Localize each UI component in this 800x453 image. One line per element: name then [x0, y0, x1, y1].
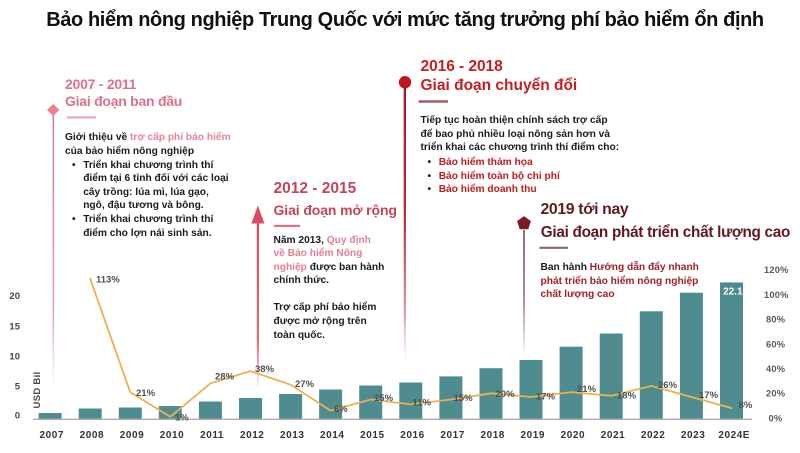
svg-text:15%: 15% — [374, 393, 394, 404]
svg-text:17%: 17% — [699, 390, 719, 401]
svg-text:15%: 15% — [454, 393, 474, 404]
svg-text:2007: 2007 — [40, 430, 64, 441]
svg-text:10: 10 — [9, 352, 20, 363]
svg-text:2022: 2022 — [641, 430, 665, 441]
svg-text:5: 5 — [15, 382, 21, 393]
svg-text:113%: 113% — [96, 275, 120, 286]
svg-text:22.1: 22.1 — [723, 287, 743, 298]
svg-text:2024E: 2024E — [718, 430, 750, 441]
svg-text:2023: 2023 — [681, 430, 705, 441]
svg-text:28%: 28% — [215, 372, 235, 383]
svg-text:0%: 0% — [769, 413, 783, 423]
svg-text:6%: 6% — [334, 404, 348, 415]
svg-text:2018: 2018 — [480, 430, 504, 441]
svg-text:0: 0 — [15, 411, 20, 422]
svg-text:15: 15 — [9, 322, 20, 333]
svg-text:27%: 27% — [295, 379, 315, 390]
svg-text:20: 20 — [9, 291, 20, 302]
svg-text:2011: 2011 — [200, 430, 224, 441]
svg-text:2015: 2015 — [360, 430, 384, 441]
svg-text:17%: 17% — [536, 392, 556, 403]
svg-text:2014: 2014 — [320, 430, 344, 441]
svg-text:1%: 1% — [175, 413, 189, 424]
svg-text:21%: 21% — [136, 388, 156, 399]
svg-text:38%: 38% — [255, 364, 275, 375]
svg-text:USD Bil: USD Bil — [32, 372, 43, 409]
svg-text:21%: 21% — [577, 384, 597, 395]
svg-text:80%: 80% — [766, 315, 786, 325]
svg-text:120%: 120% — [764, 265, 789, 275]
svg-text:2016: 2016 — [400, 430, 424, 441]
svg-text:8%: 8% — [739, 400, 753, 411]
svg-text:2009: 2009 — [120, 430, 144, 441]
svg-text:2012: 2012 — [240, 430, 264, 441]
svg-text:2020: 2020 — [561, 430, 585, 441]
svg-text:60%: 60% — [766, 339, 786, 349]
svg-text:2013: 2013 — [280, 430, 304, 441]
svg-text:100%: 100% — [764, 290, 789, 300]
svg-text:20%: 20% — [496, 389, 516, 400]
svg-text:11%: 11% — [413, 398, 432, 409]
svg-text:2008: 2008 — [80, 430, 104, 441]
svg-text:40%: 40% — [766, 364, 786, 374]
svg-text:2019: 2019 — [521, 430, 545, 441]
svg-text:2017: 2017 — [440, 430, 464, 441]
svg-text:18%: 18% — [617, 391, 637, 402]
svg-text:2021: 2021 — [601, 430, 625, 441]
svg-text:2010: 2010 — [160, 430, 184, 441]
svg-text:20%: 20% — [766, 389, 786, 399]
svg-text:26%: 26% — [658, 380, 678, 391]
